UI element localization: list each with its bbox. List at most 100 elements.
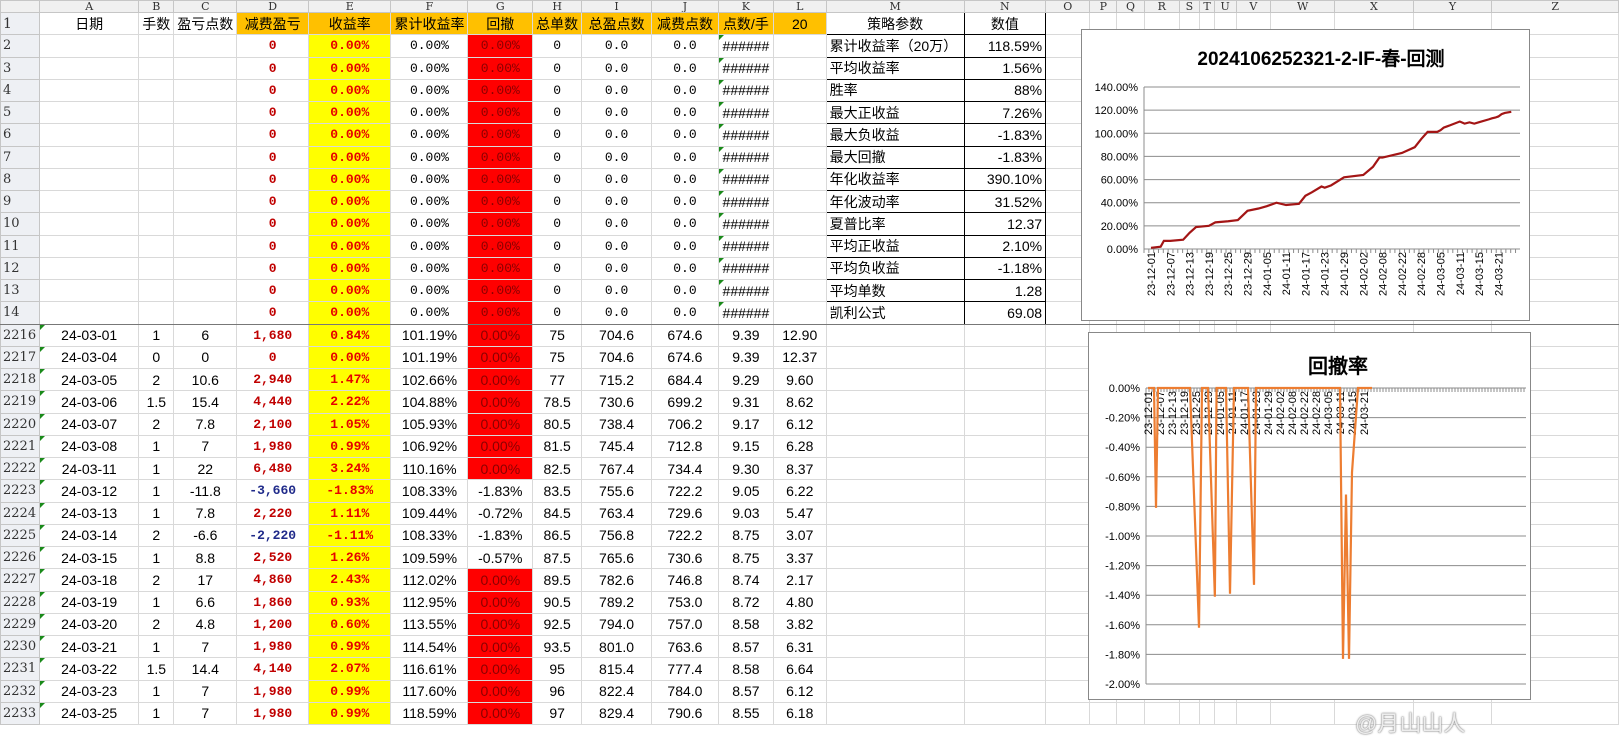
cell-C[interactable] xyxy=(173,100,238,125)
cell-B[interactable] xyxy=(138,145,175,169)
cell-D[interactable]: 6,480 xyxy=(236,456,310,481)
cell-I[interactable]: 0.0 xyxy=(581,278,652,303)
cell-E[interactable]: 0.00% xyxy=(308,345,392,370)
cell-L[interactable]: 5.47 xyxy=(772,501,827,525)
empty-cell[interactable] xyxy=(825,390,965,414)
cell-D[interactable]: 0 xyxy=(236,123,310,147)
cell-A[interactable]: 24-03-18 xyxy=(39,568,140,592)
cell-G[interactable]: 0.00% xyxy=(467,568,534,592)
cell-B[interactable] xyxy=(138,78,175,103)
cell-C[interactable] xyxy=(173,34,238,58)
cell-F[interactable]: 101.19% xyxy=(390,323,469,347)
cell-A[interactable] xyxy=(39,123,140,147)
column-header-A[interactable]: A xyxy=(39,0,140,13)
row-header[interactable]: 2230 xyxy=(0,634,41,659)
param-name[interactable]: 平均收益率 xyxy=(825,56,965,80)
empty-cell[interactable] xyxy=(1045,634,1091,659)
cell-K[interactable]: 9.29 xyxy=(717,367,774,392)
row-header[interactable]: 7 xyxy=(0,145,41,169)
cell-B[interactable]: 1 xyxy=(138,545,175,570)
param-header-value[interactable]: 数值 xyxy=(963,11,1047,36)
cell-I[interactable]: 730.6 xyxy=(581,390,652,414)
cell-E[interactable]: 0.00% xyxy=(308,78,392,103)
cell-C[interactable]: 0 xyxy=(173,345,238,370)
cell-D[interactable]: 4,860 xyxy=(236,568,310,592)
empty-cell[interactable] xyxy=(1045,390,1091,414)
cell-H[interactable]: 83.5 xyxy=(532,479,583,503)
cell-K[interactable]: 8.58 xyxy=(717,657,774,681)
cell-F[interactable]: 0.00% xyxy=(390,189,469,214)
cell-C[interactable]: -6.6 xyxy=(173,523,238,548)
cell-C[interactable]: 7 xyxy=(173,634,238,659)
cell-J[interactable]: 674.6 xyxy=(651,345,719,370)
cell-G[interactable]: 0.00% xyxy=(467,657,534,681)
cell-G[interactable]: 0.00% xyxy=(467,301,534,325)
cell-E[interactable]: 0.84% xyxy=(308,323,392,347)
cell-I[interactable]: 0.0 xyxy=(581,145,652,169)
cell-J[interactable]: 0.0 xyxy=(651,278,719,303)
cell-A[interactable] xyxy=(39,34,140,58)
cell-D[interactable]: 1,980 xyxy=(236,701,310,726)
empty-cell[interactable] xyxy=(1199,701,1215,726)
cell-I[interactable]: 829.4 xyxy=(581,701,652,726)
cell-L[interactable]: 9.60 xyxy=(772,367,827,392)
column-header-T[interactable]: T xyxy=(1199,0,1215,13)
cell-E[interactable]: 0.00% xyxy=(308,123,392,147)
cell-A[interactable] xyxy=(39,256,140,281)
row-header[interactable]: 4 xyxy=(0,78,41,103)
empty-cell[interactable] xyxy=(1491,701,1619,726)
cell-J[interactable]: 730.6 xyxy=(651,545,719,570)
cell-E[interactable]: -1.83% xyxy=(308,479,392,503)
column-header-L[interactable]: L xyxy=(772,0,827,13)
cell-H[interactable]: 77 xyxy=(532,367,583,392)
cell-B[interactable] xyxy=(138,256,175,281)
column-header-D[interactable]: D xyxy=(236,0,310,13)
cell-F[interactable]: 110.16% xyxy=(390,456,469,481)
header-cell-K[interactable]: 点数/手 xyxy=(717,11,774,36)
cell-F[interactable]: 114.54% xyxy=(390,634,469,659)
empty-cell[interactable] xyxy=(963,345,1047,370)
cell-I[interactable]: 763.4 xyxy=(581,501,652,525)
cell-B[interactable]: 2 xyxy=(138,523,175,548)
cell-H[interactable]: 89.5 xyxy=(532,568,583,592)
cell-B[interactable]: 1 xyxy=(138,679,175,703)
param-name[interactable]: 累计收益率（20万） xyxy=(825,34,965,58)
column-header-R[interactable]: R xyxy=(1143,0,1180,13)
cell-K[interactable]: 8.72 xyxy=(717,590,774,614)
cell-E[interactable]: 0.93% xyxy=(308,590,392,614)
param-value[interactable]: 390.10% xyxy=(963,167,1047,192)
cell-L[interactable]: 6.12 xyxy=(772,679,827,703)
cell-A[interactable]: 24-03-22 xyxy=(39,657,140,681)
column-header-H[interactable]: H xyxy=(532,0,583,13)
cell-I[interactable]: 767.4 xyxy=(581,456,652,481)
cell-E[interactable]: 0.00% xyxy=(308,301,392,325)
cell-E[interactable]: 0.00% xyxy=(308,256,392,281)
cell-D[interactable]: 0 xyxy=(236,56,310,80)
cell-D[interactable]: 0 xyxy=(236,256,310,281)
cell-G[interactable]: 0.00% xyxy=(467,679,534,703)
cell-K[interactable]: 9.39 xyxy=(717,323,774,347)
cell-I[interactable]: 738.4 xyxy=(581,412,652,436)
cell-D[interactable]: -2,220 xyxy=(236,523,310,548)
cell-K[interactable]: 8.58 xyxy=(717,612,774,637)
cell-C[interactable]: 6 xyxy=(173,323,238,347)
cell-D[interactable]: -3,660 xyxy=(236,479,310,503)
cell-C[interactable] xyxy=(173,189,238,214)
cell-E[interactable]: 0.00% xyxy=(308,212,392,236)
cell-A[interactable] xyxy=(39,167,140,192)
param-name[interactable]: 夏普比率 xyxy=(825,212,965,236)
cell-K[interactable]: 9.03 xyxy=(717,501,774,525)
cell-K[interactable]: ###### xyxy=(717,256,774,281)
cell-D[interactable]: 1,680 xyxy=(236,323,310,347)
row-header[interactable]: 2223 xyxy=(0,479,41,503)
param-name[interactable]: 平均单数 xyxy=(825,278,965,303)
cell-F[interactable]: 0.00% xyxy=(390,278,469,303)
empty-cell[interactable] xyxy=(1089,701,1118,726)
cell-G[interactable]: 0.00% xyxy=(467,234,534,258)
cell-H[interactable]: 0 xyxy=(532,167,583,192)
cell-G[interactable]: 0.00% xyxy=(467,345,534,370)
cell-A[interactable] xyxy=(39,145,140,169)
row-header[interactable]: 2221 xyxy=(0,434,41,459)
cell-L[interactable] xyxy=(772,34,827,58)
cell-G[interactable]: 0.00% xyxy=(467,256,534,281)
